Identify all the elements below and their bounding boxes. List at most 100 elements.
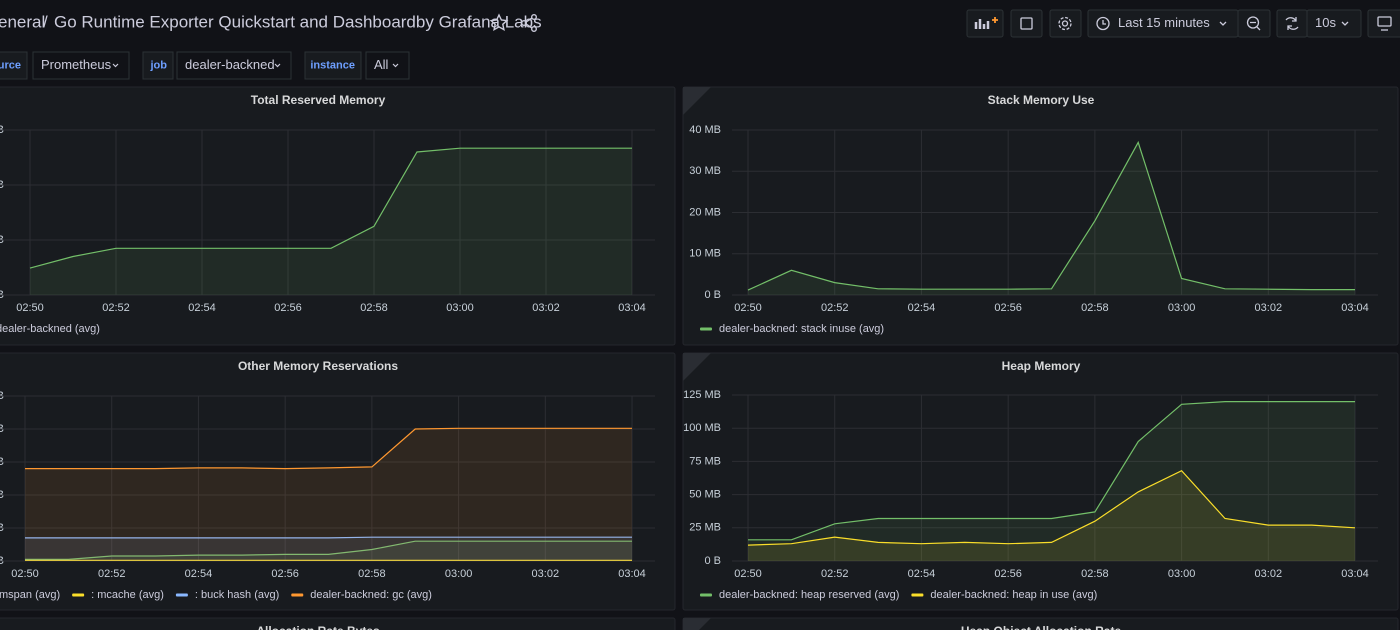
panel-title: Allocation Rate Bytes — [256, 624, 380, 630]
variable-value[interactable]: dealer-backned — [185, 57, 275, 72]
x-tick-label: 02:58 — [1081, 302, 1109, 314]
legend-label[interactable]: dealer-backned: stack inuse (avg) — [719, 323, 884, 335]
series-area — [748, 142, 1356, 295]
variable-label: instance — [310, 59, 355, 71]
x-tick-label: 02:58 — [1081, 568, 1109, 580]
x-tick-label: 02:56 — [271, 568, 299, 580]
x-tick-label: 02:56 — [274, 302, 302, 314]
refresh-button[interactable] — [1276, 9, 1308, 38]
variable-label: urce — [0, 59, 21, 71]
series-area — [748, 401, 1356, 561]
x-tick-label: 03:00 — [1168, 302, 1196, 314]
x-tick-label: 02:50 — [11, 568, 39, 580]
variable-value[interactable]: Prometheus — [41, 57, 112, 72]
x-tick-label: 02:52 — [821, 302, 849, 314]
x-tick-label: 02:58 — [360, 302, 388, 314]
legend-label[interactable]: mspan (avg) — [0, 589, 60, 601]
tv-mode-button[interactable] — [1367, 9, 1400, 38]
legend-marker — [175, 593, 188, 597]
panel — [682, 352, 1399, 611]
breadcrumb-folder[interactable]: eneral — [0, 12, 45, 31]
time-range[interactable]: Last 15 minutes — [1118, 15, 1210, 30]
series-line — [748, 401, 1355, 541]
x-tick-label: 03:02 — [1255, 302, 1283, 314]
series-line — [25, 536, 632, 539]
variable-value[interactable]: All — [374, 57, 389, 72]
x-tick-label: 03:00 — [445, 568, 473, 580]
series-line — [25, 427, 632, 470]
x-tick-label: 02:52 — [821, 568, 849, 580]
legend-label[interactable]: dealer-backned: heap reserved (avg) — [719, 589, 899, 601]
panel-title: Total Reserved Memory — [251, 93, 386, 107]
series-line — [25, 540, 632, 560]
y-tick-label: 125 MB — [683, 389, 721, 401]
legend-marker — [700, 593, 712, 597]
y-tick-label: 10 MB — [689, 248, 721, 260]
x-tick-label: 02:56 — [994, 302, 1022, 314]
y-tick-label: 30 MB — [689, 165, 721, 177]
refresh-interval-label[interactable]: 10s — [1315, 15, 1336, 30]
series-area — [748, 470, 1356, 561]
y-tick-label: 0 B — [704, 289, 721, 301]
settings-button[interactable] — [1049, 9, 1082, 38]
variable-label-box — [142, 51, 174, 80]
zoom-out-button[interactable] — [1237, 9, 1271, 38]
refresh-interval[interactable] — [1306, 9, 1362, 38]
variable-label-box — [0, 51, 28, 80]
x-tick-label: 03:02 — [532, 568, 560, 580]
y-tick-label: 0 B — [704, 555, 721, 567]
legend-label[interactable]: : mcache (avg) — [91, 589, 164, 601]
panel-title: Heap Object Allocation Rate — [961, 624, 1122, 630]
legend-label[interactable]: : buck hash (avg) — [195, 589, 279, 601]
x-tick-label: 02:50 — [16, 302, 44, 314]
legend-label[interactable]: dealer-backned (avg) — [0, 323, 100, 335]
breadcrumb-separator: / — [43, 12, 48, 31]
panel-info-corner — [683, 353, 711, 381]
panel — [682, 617, 1399, 630]
panel — [682, 86, 1399, 346]
legend-marker — [291, 593, 304, 597]
legend-marker — [700, 327, 712, 331]
x-tick-label: 03:04 — [618, 568, 646, 580]
x-tick-label: 02:54 — [188, 302, 216, 314]
x-tick-label: 03:04 — [618, 302, 646, 314]
panel — [0, 617, 676, 630]
y-tick-label: 50 MB — [689, 489, 721, 501]
legend-marker — [72, 593, 85, 597]
legend-label[interactable]: dealer-backned: heap in use (avg) — [930, 589, 1097, 601]
y-tick-label: 25 MB — [689, 522, 721, 534]
chevron — [392, 63, 399, 68]
variable-select[interactable] — [365, 51, 410, 80]
x-tick-label: 03:02 — [532, 302, 560, 314]
save-button[interactable] — [1010, 9, 1043, 38]
x-tick-label: 02:50 — [734, 568, 762, 580]
variable-label-box — [304, 51, 362, 80]
legend-label[interactable]: dealer-backned: gc (avg) — [310, 589, 432, 601]
panel-info-corner — [683, 87, 711, 115]
y-tick-label: 75 MB — [689, 455, 721, 467]
add-panel-button[interactable] — [966, 9, 1004, 38]
x-tick-label: 03:04 — [1341, 302, 1369, 314]
share-icon[interactable] — [521, 13, 538, 33]
dashboard-title: Go Runtime Exporter Quickstart and Dashb… — [54, 12, 542, 31]
chevron — [112, 63, 119, 68]
x-tick-label: 03:00 — [446, 302, 474, 314]
series-area — [25, 428, 633, 561]
star-icon[interactable] — [489, 13, 509, 31]
x-tick-label: 02:54 — [908, 302, 936, 314]
panel — [0, 352, 676, 611]
x-tick-label: 02:58 — [358, 568, 386, 580]
variable-select[interactable] — [32, 51, 130, 80]
x-tick-label: 02:56 — [994, 568, 1022, 580]
x-tick-label: 03:04 — [1341, 568, 1369, 580]
x-tick-label: 02:54 — [908, 568, 936, 580]
panel-title: Stack Memory Use — [988, 93, 1095, 107]
x-tick-label: 02:54 — [185, 568, 213, 580]
variable-label: job — [150, 59, 168, 71]
x-tick-label: 03:00 — [1168, 568, 1196, 580]
variable-select[interactable] — [176, 51, 292, 80]
x-tick-label: 03:02 — [1255, 568, 1283, 580]
series-area — [25, 537, 633, 561]
panel-title: Heap Memory — [1002, 359, 1081, 373]
